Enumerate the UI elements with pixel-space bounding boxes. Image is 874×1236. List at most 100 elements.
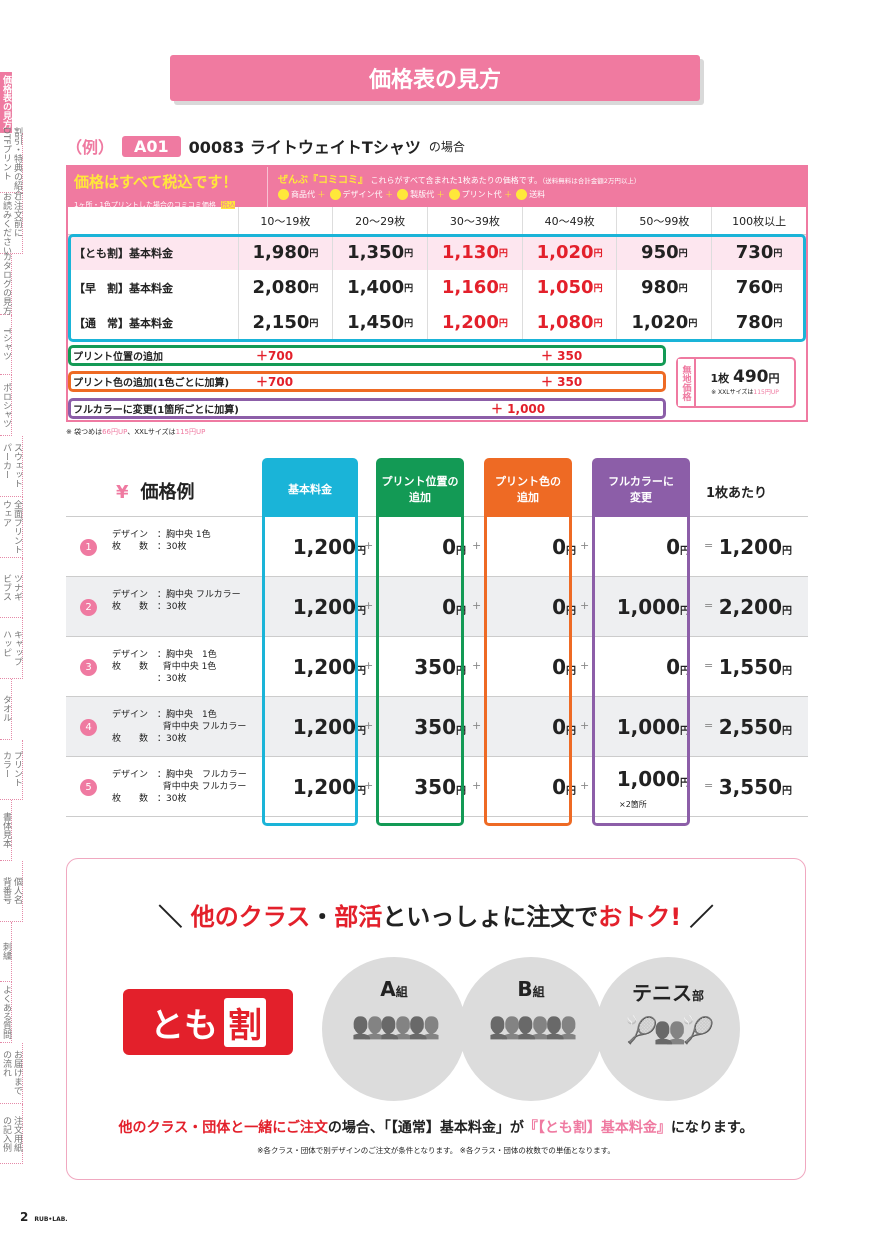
cost-component: プリント代 ＋	[448, 189, 512, 200]
yen: 円	[782, 786, 792, 797]
sidebar-tab[interactable]: お届けまで の流れ	[0, 1043, 23, 1104]
example-value: 1,200円	[293, 775, 366, 799]
plus-sign: ＋	[382, 190, 394, 199]
price-value: 1,020	[631, 312, 689, 333]
sidebar-tab[interactable]: スウェット パーカー	[0, 436, 23, 497]
sidebar-tab[interactable]: プリント カラー	[0, 739, 23, 801]
sidebar-tab[interactable]: ポロシャツ	[0, 375, 12, 437]
examples-title-text: 価格例	[140, 482, 195, 503]
tax-sub: 1ヶ所・1色プリントした場合のコミコミ価格	[74, 201, 216, 209]
price-cell: 1,200 円	[427, 305, 522, 340]
example-column-0: 基本料金	[262, 458, 358, 826]
page-footer: 2 RUB•LAB.	[20, 1210, 68, 1224]
yen: 円	[773, 284, 783, 294]
sidebar-tab[interactable]: ツナギ ビブス	[0, 557, 23, 619]
sidebar-tab[interactable]: カタログの見方	[0, 252, 12, 316]
yen: 円	[782, 546, 792, 557]
cost-component: 送料	[516, 189, 545, 200]
sidebar-tab[interactable]: 個人名 背番号	[0, 860, 23, 922]
tomowari-headline: ＼ 他のクラス・部活といっしょに注文でおトク! ／	[158, 903, 714, 931]
yen: 円	[688, 319, 698, 329]
row-description: デザイン ：胸中央 フルカラー 背中中央 フルカラー 枚 数 ：30枚	[112, 770, 247, 804]
plus-sign: +	[580, 779, 590, 792]
base-price-highlight	[68, 234, 806, 342]
people-icon: 👥👥👥	[351, 1011, 440, 1041]
price-cell: 1,350 円	[332, 235, 427, 270]
value: 1,200	[292, 775, 356, 799]
addon-price-first: ＋700	[256, 375, 294, 389]
tomowari-logo: とも割	[123, 989, 293, 1055]
plus-sign: +	[364, 779, 374, 792]
addon-label: プリント位置の追加	[73, 352, 163, 363]
addon-row: プリント色の追加(1色ごとに加算) ＋700 ＋ 350	[68, 371, 666, 392]
sidebar-tab[interactable]: 書体見本	[0, 800, 12, 861]
price-value: 1,350	[347, 242, 405, 263]
component-icon	[329, 189, 341, 200]
sidebar-tab[interactable]: 全面プリント ウェア	[0, 496, 23, 558]
tomowari-logo-b: 割	[224, 997, 266, 1047]
sidebar-tab[interactable]: キャップ ハッピ	[0, 618, 23, 679]
addon-row: フルカラーに変更(1箇所ごとに加算) ＋ 1,000	[68, 398, 666, 419]
example-caption: （例） A01 00083 ライトウェイトTシャツ の場合	[66, 134, 465, 158]
value: 0	[666, 535, 680, 559]
row-total: 3,550円	[719, 775, 792, 799]
sidebar-tab[interactable]: 割引・特典の紹介 DTFプリント	[0, 126, 23, 199]
row-number: 1	[80, 539, 97, 556]
value: 1,000	[616, 715, 680, 739]
value: 1,200	[292, 655, 356, 679]
column-header: 100枚以上	[711, 207, 806, 234]
column-header: プリント色の 追加	[487, 461, 569, 517]
plus-sign: +	[364, 659, 374, 672]
sidebar-tab[interactable]: 刺繍	[0, 921, 12, 983]
plus-sign: +	[580, 659, 590, 672]
yen: 円	[782, 606, 792, 617]
product-name: 00083 ライトウェイトTシャツ	[188, 138, 421, 157]
price-value: 2,080	[252, 277, 310, 298]
yen: 円	[356, 726, 366, 737]
example-value: 1,000円	[617, 715, 690, 739]
sidebar-tab[interactable]: 価格表の見方	[0, 72, 12, 133]
row-total: 1,200円	[719, 535, 792, 559]
example-value: 0円	[666, 535, 690, 559]
value: 1,200	[292, 535, 356, 559]
row-label: 【通 常】基本料金	[74, 316, 173, 330]
price-value: 980	[641, 277, 679, 298]
column-header: 40〜49枚	[521, 207, 617, 234]
yen: 円	[404, 319, 414, 329]
hl-a: 他のクラス	[190, 903, 311, 931]
value: 0	[552, 775, 566, 799]
sidebar-tab[interactable]: Tシャツ	[0, 314, 12, 376]
group-name: B	[517, 977, 533, 1001]
column-header: フルカラーに 変更	[595, 461, 687, 517]
value: 0	[552, 655, 566, 679]
group-circle: B組 👥👥👥	[459, 957, 603, 1101]
value: 350	[414, 655, 456, 679]
price-cell: 1,400 円	[332, 270, 427, 305]
plain-price-label: 無地価格	[678, 359, 696, 406]
group-label: B組	[459, 977, 603, 1001]
group-name: A	[380, 977, 396, 1001]
price-cell: 950 円	[616, 235, 711, 270]
cost-component: デザイン代 ＋	[329, 189, 394, 200]
plus-sign: +	[472, 599, 482, 612]
yen: 円	[773, 319, 783, 329]
tomowari-description: 他のクラス・団体と一緒にご注文の場合、「【通常】基本料金」が『【とも割】基本料金…	[67, 1117, 805, 1137]
value: 0	[552, 535, 566, 559]
sidebar-tab[interactable]: ご注文前に お読みください	[0, 191, 23, 255]
price-cell: 780 円	[711, 305, 806, 340]
hl-e: おトク!	[598, 903, 682, 931]
tax-badge: 税込	[221, 201, 236, 209]
price-value: 1,980	[252, 242, 310, 263]
yen: 円	[680, 546, 690, 557]
sidebar-tab[interactable]: タオル	[0, 678, 12, 740]
sidebar-tab[interactable]: よくある質問	[0, 982, 12, 1043]
yen: 円	[680, 726, 690, 737]
total: 3,550	[718, 775, 782, 799]
sidebar-tab[interactable]: 注文用紙 の記入例	[0, 1103, 23, 1165]
group-circle: テニス部 🎾👥🎾	[596, 957, 740, 1101]
komi-text: これらがすべて含まれた1枚あたりの価格です。	[370, 176, 542, 185]
hl-d: といっしょに注文で	[382, 903, 599, 931]
yen: 円	[309, 249, 319, 259]
plus-sign: +	[472, 779, 482, 792]
examples-table: 1 デザイン ：胸中央 1色 枚 数 ：30枚 1,200円 0円 0円 0円 + + + = 1,…	[66, 516, 808, 817]
